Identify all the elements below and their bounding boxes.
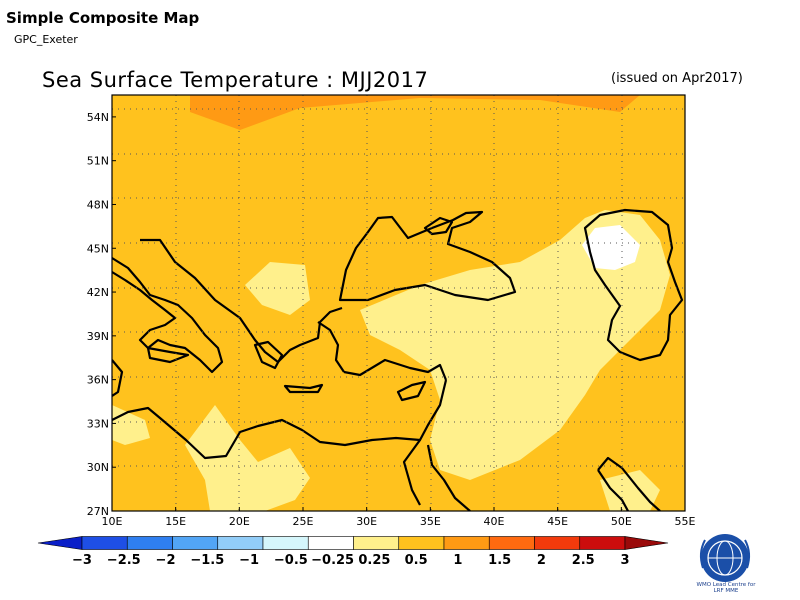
lon-label: 50E: [611, 515, 632, 528]
colorbar-segment: [172, 536, 219, 550]
logo-text: WMO Lead Centre for LRF MME: [696, 582, 756, 594]
latitude-labels: 54N 51N 48N 45N 42N 39N 36N 33N 30N 27N: [87, 111, 116, 518]
issued-label: (issued on Apr2017): [611, 71, 743, 86]
colorbar-segment: [488, 536, 535, 550]
lat-label: 51N: [87, 155, 109, 168]
map-frame: [111, 94, 686, 512]
anomaly-field: [112, 95, 685, 511]
colorbar-tick-label: −2: [155, 553, 176, 568]
colorbar-segment: [217, 536, 264, 550]
lon-label: 55E: [675, 515, 696, 528]
lat-label: 30N: [87, 461, 109, 474]
lon-label: 40E: [484, 515, 505, 528]
lon-label: 15E: [165, 515, 186, 528]
colorbar-segment: [81, 536, 128, 550]
colorbar-segment: [307, 536, 354, 550]
lat-label: 33N: [87, 417, 109, 430]
wmo-logo: [699, 534, 751, 582]
lon-label: 25E: [293, 515, 314, 528]
colorbar-tick-label: −2.5: [106, 553, 141, 568]
lat-label: 39N: [87, 330, 109, 343]
header-subtitle: GPC_Exeter: [14, 33, 78, 46]
lat-label: 48N: [87, 198, 109, 211]
colorbar-tick-label: −1.5: [190, 553, 225, 568]
colorbar-segment: [579, 536, 626, 550]
colorbar-tick-label: 1: [453, 553, 463, 568]
colorbar-tick-label: −1: [239, 553, 260, 568]
colorbar-tick-label: 1.5: [488, 553, 512, 568]
colorbar-tick-label: −0.5: [273, 553, 308, 568]
colorbar-segment: [353, 536, 400, 550]
longitude-labels: 10E 15E 20E 25E 30E 35E 40E 45E 50E 55E: [102, 507, 696, 528]
colorbar-tick-label: 3: [620, 553, 630, 568]
lon-label: 35E: [420, 515, 441, 528]
colorbar-tick-label: 2.5: [571, 553, 595, 568]
colorbar-segment: [262, 536, 309, 550]
lon-label: 30E: [356, 515, 377, 528]
colorbar-segment: [443, 536, 490, 550]
colorbar-tick-label: −3: [72, 553, 92, 568]
colorbar-tick-label: 2: [536, 553, 546, 568]
colorbar-segment: [398, 536, 445, 550]
header-title: Simple Composite Map: [6, 9, 200, 27]
colorbar-arrow-high: [624, 536, 669, 550]
colorbar-tick-label: 0.25: [358, 553, 391, 568]
lon-label: 20E: [229, 515, 250, 528]
lat-label: 45N: [87, 242, 109, 255]
colorbar-tick-label: −0.25: [311, 553, 355, 568]
colorbar: [37, 536, 669, 550]
colorbar-tick-label: 0.5: [404, 553, 428, 568]
map-title: Sea Surface Temperature : MJJ2017: [42, 68, 429, 92]
lon-label: 10E: [102, 515, 123, 528]
lat-label: 27N: [87, 505, 109, 518]
lat-label: 42N: [87, 286, 109, 299]
lon-label: 45E: [547, 515, 568, 528]
colorbar-arrow-low: [37, 536, 83, 550]
colorbar-segment: [126, 536, 173, 550]
colorbar-segment: [534, 536, 581, 550]
lat-label: 54N: [87, 111, 109, 124]
coastlines: [112, 208, 684, 511]
lat-label: 36N: [87, 374, 109, 387]
